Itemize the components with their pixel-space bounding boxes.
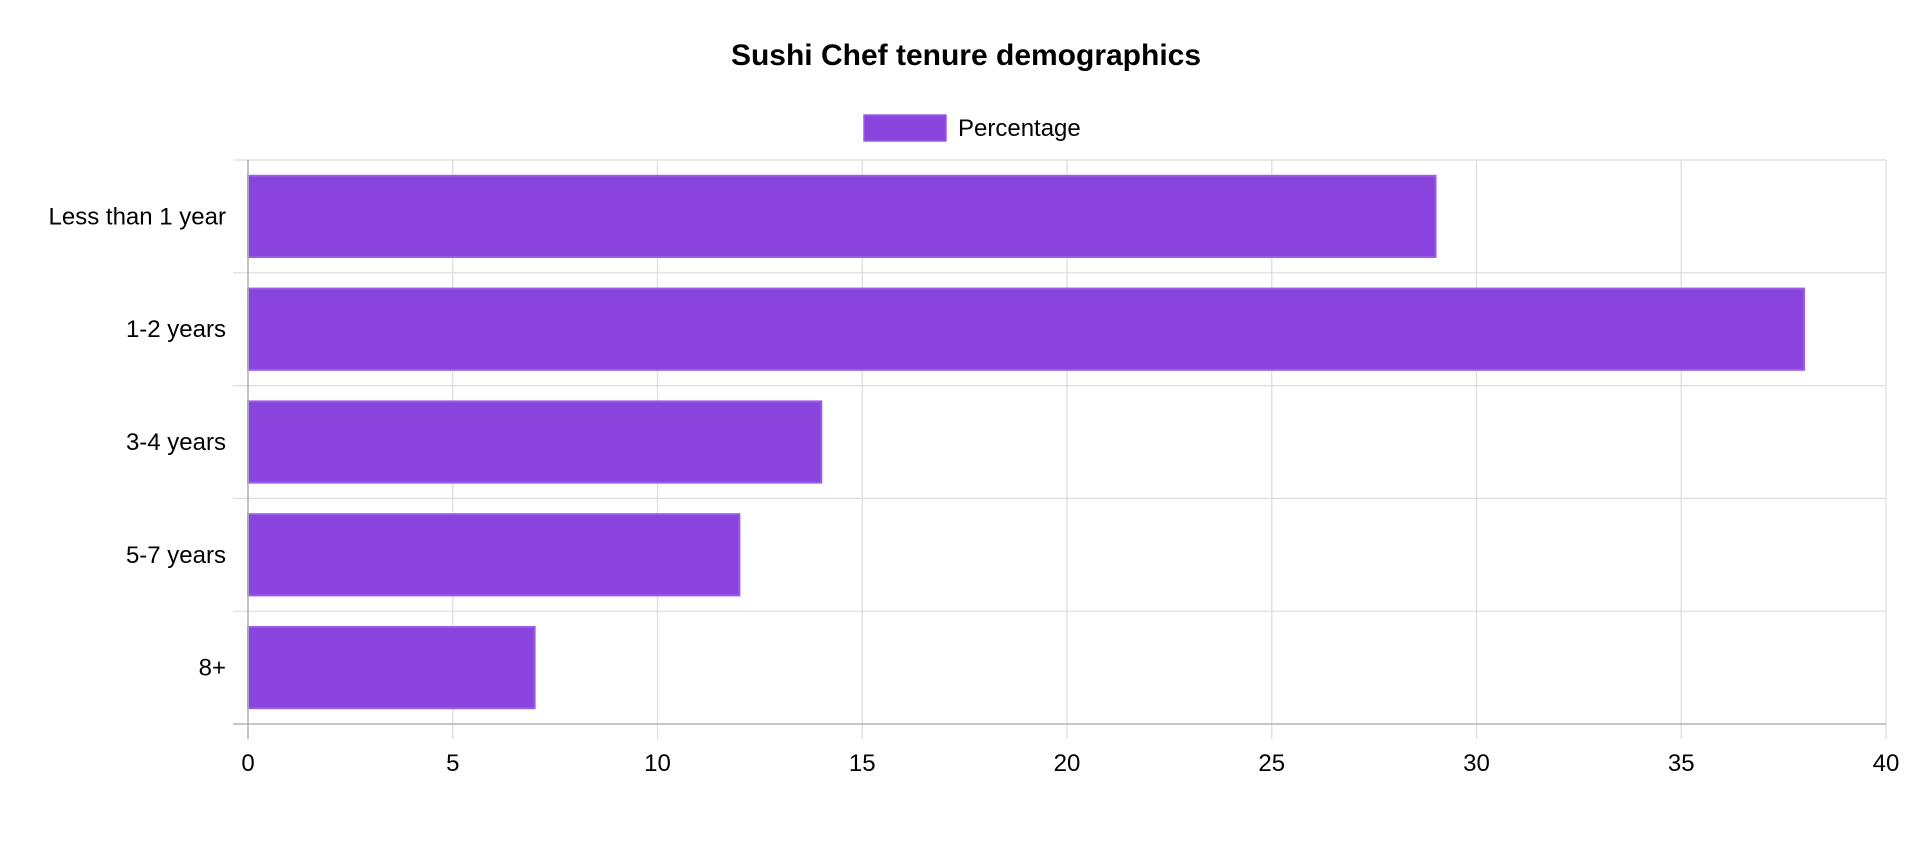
bar-1-2-years[interactable] [247,287,1806,371]
x-tick-label: 20 [1054,750,1081,777]
axes [233,160,1886,739]
x-tick-label: 40 [1873,750,1900,777]
x-tick-label: 30 [1463,750,1490,777]
bar-8[interactable] [247,625,536,710]
bar-less-than-1-year[interactable] [247,174,1437,259]
chart-title: Sushi Chef tenure demographics [731,39,1201,72]
bar-5-7-years[interactable] [247,513,741,597]
y-tick-label: 1-2 years [126,316,226,343]
y-tick-label: 3-4 years [126,429,226,456]
x-axis-tick-labels: 0 5 10 15 20 25 30 35 40 [241,750,1899,777]
y-tick-label: 5-7 years [126,542,226,569]
legend-label: Percentage [958,115,1081,142]
x-tick-label: 10 [644,750,671,777]
bars [247,174,1806,710]
y-tick-label: 8+ [199,655,226,682]
x-tick-label: 15 [849,750,876,777]
x-tick-label: 5 [446,750,459,777]
chart-legend[interactable]: Percentage [863,114,1081,142]
legend-swatch [863,114,947,142]
y-tick-label: Less than 1 year [49,203,226,230]
y-axis-tick-labels: Less than 1 year 1-2 years 3-4 years 5-7 ye… [49,203,226,681]
bar-3-4-years[interactable] [247,400,823,484]
x-tick-label: 0 [241,750,254,777]
x-tick-label: 35 [1668,750,1695,777]
x-tick-label: 25 [1258,750,1285,777]
grid-lines [233,159,1887,739]
